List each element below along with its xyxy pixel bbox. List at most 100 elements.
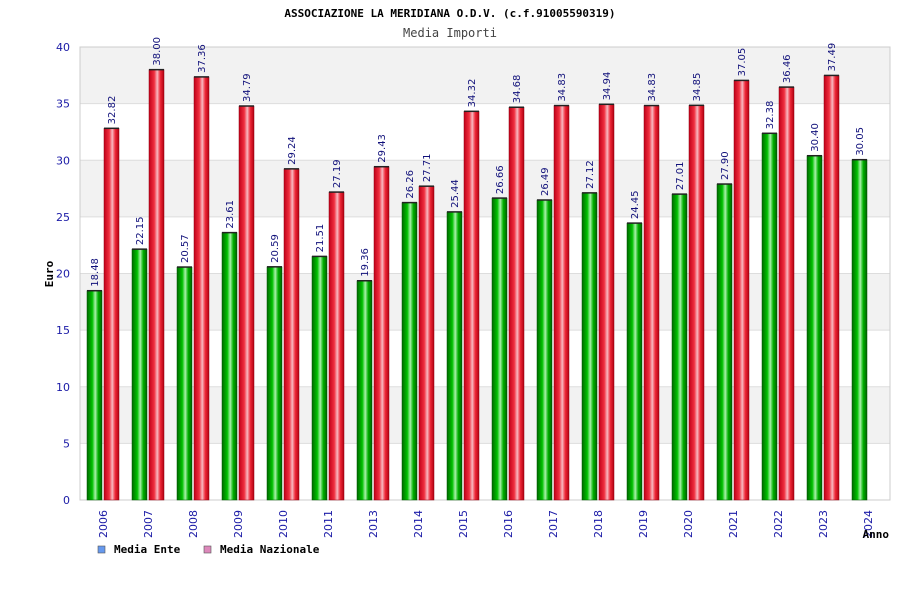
y-tick-label: 20 (56, 268, 70, 281)
bar-media-ente-2024 (851, 159, 868, 501)
bar-media-nazionale-2013 (373, 166, 390, 501)
chart-subtitle: Media Importi (403, 26, 497, 40)
y-axis-ticks: 0 5 10 15 20 25 30 35 40 (56, 41, 70, 507)
data-label: 27.12 (585, 160, 596, 189)
value-labels: 18.48 32.82 22.15 38.00 20.57 37.36 23.61 34.79… (90, 37, 866, 287)
grid-band (80, 330, 890, 387)
data-label: 37.36 (197, 44, 208, 73)
x-tick-label: 2022 (772, 510, 785, 538)
bar-media-nazionale-2022 (778, 86, 795, 501)
x-tick-label: 2023 (817, 510, 830, 538)
y-tick-label: 5 (63, 437, 70, 450)
x-tick-label: 2024 (862, 510, 875, 538)
bar-media-nazionale-2014 (418, 185, 435, 501)
grid-band (80, 103, 890, 161)
grid-bands (80, 47, 890, 500)
grid-band (80, 386, 890, 444)
bar-media-nazionale-2009 (238, 105, 255, 501)
data-label: 32.38 (765, 101, 776, 130)
data-label: 34.68 (512, 75, 523, 104)
data-label: 34.94 (602, 72, 613, 101)
bar-media-ente-2019 (626, 222, 643, 501)
data-label: 21.51 (315, 224, 326, 253)
y-tick-label: 40 (56, 41, 70, 54)
x-tick-label: 2006 (97, 510, 110, 538)
x-tick-label: 2008 (187, 510, 200, 538)
grid-band (80, 443, 890, 500)
x-tick-label: 2007 (142, 510, 155, 538)
data-label: 26.26 (405, 170, 416, 199)
x-tick-label: 2017 (547, 510, 560, 538)
x-tick-label: 2018 (592, 510, 605, 538)
bar-media-nazionale-2016 (508, 106, 525, 501)
data-label: 34.32 (467, 79, 478, 108)
legend-label-media-nazionale: Media Nazionale (220, 543, 320, 556)
bar-media-ente-2008 (176, 266, 193, 501)
y-tick-label: 25 (56, 211, 70, 224)
data-label: 30.05 (855, 127, 866, 156)
x-tick-label: 2020 (682, 510, 695, 538)
data-label: 37.05 (737, 48, 748, 77)
bar-media-ente-2015 (446, 211, 463, 501)
x-tick-label: 2009 (232, 510, 245, 538)
x-tick-label: 2021 (727, 510, 740, 538)
bar-media-ente-2006 (86, 290, 103, 501)
bar-media-nazionale-2011 (328, 191, 345, 501)
data-label: 27.90 (720, 151, 731, 180)
y-axis-label: Euro (43, 260, 56, 287)
legend: Media Ente Media Nazionale (97, 543, 320, 556)
data-label: 34.83 (647, 73, 658, 102)
data-label: 20.59 (270, 234, 281, 263)
bar-media-ente-2014 (401, 202, 418, 501)
data-label: 19.36 (360, 248, 371, 277)
grid-band (80, 160, 890, 217)
y-tick-label: 30 (56, 154, 70, 167)
data-label: 26.49 (540, 167, 551, 196)
bar-media-nazionale-2006 (103, 128, 120, 501)
bar-media-nazionale-2023 (823, 75, 840, 501)
grid-band (80, 216, 890, 274)
bar-media-nazionale-2015 (463, 111, 480, 501)
data-label: 34.79 (242, 73, 253, 102)
bar-media-ente-2011 (311, 256, 328, 501)
y-tick-label: 35 (56, 98, 70, 111)
chart-title: ASSOCIAZIONE LA MERIDIANA O.D.V. (c.f.91… (284, 7, 615, 20)
bar-media-nazionale-2021 (733, 80, 750, 501)
data-label: 20.57 (180, 234, 191, 263)
bar-media-ente-2009 (221, 232, 238, 501)
x-tick-label: 2015 (457, 510, 470, 538)
x-tick-label: 2019 (637, 510, 650, 538)
bar-media-nazionale-2018 (598, 104, 615, 501)
bar-media-ente-2018 (581, 192, 598, 501)
legend-swatch-media-nazionale (203, 545, 212, 554)
data-label: 29.24 (287, 136, 298, 165)
data-label: 36.46 (782, 54, 793, 83)
bar-media-ente-2022 (761, 133, 778, 501)
x-tick-label: 2013 (367, 510, 380, 538)
bar-media-ente-2013 (356, 280, 373, 501)
x-tick-label: 2010 (277, 510, 290, 538)
bar-media-ente-2020 (671, 193, 688, 501)
y-tick-label: 15 (56, 324, 70, 337)
bar-media-nazionale-2017 (553, 105, 570, 501)
x-tick-label: 2011 (322, 510, 335, 538)
y-tick-label: 0 (63, 494, 70, 507)
data-label: 30.40 (810, 123, 821, 152)
data-label: 37.49 (827, 43, 838, 72)
x-tick-label: 2016 (502, 510, 515, 538)
x-axis-ticks: 2006 2007 2008 2009 2010 2011 2013 2014 2015 2016… (97, 510, 875, 538)
bar-media-nazionale-2008 (193, 76, 210, 501)
x-tick-label: 2014 (412, 510, 425, 538)
data-label: 27.19 (332, 159, 343, 188)
data-label: 29.43 (377, 134, 388, 163)
data-label: 18.48 (90, 258, 101, 287)
legend-swatch-media-ente (97, 545, 106, 554)
data-label: 32.82 (107, 96, 118, 125)
data-label: 25.44 (450, 179, 461, 208)
bar-media-ente-2021 (716, 183, 733, 501)
data-label: 38.00 (152, 37, 163, 66)
bar-media-ente-2017 (536, 199, 553, 501)
legend-label-media-ente: Media Ente (114, 543, 181, 556)
